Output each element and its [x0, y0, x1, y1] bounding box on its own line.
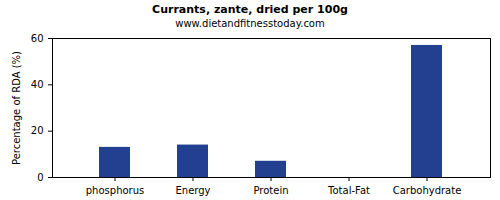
svg-text:60: 60	[31, 33, 44, 44]
svg-text:Protein: Protein	[253, 185, 288, 196]
svg-text:Energy: Energy	[175, 185, 210, 196]
svg-text:20: 20	[31, 125, 44, 136]
svg-text:Total-Fat: Total-Fat	[327, 185, 370, 196]
html-text:www.dietandfitnesstoday.com: www.dietandfitnesstoday.com	[175, 18, 325, 29]
svg-text:0: 0	[37, 172, 43, 183]
svg-text:phosphorus: phosphorus	[86, 185, 144, 196]
svg-text:40: 40	[31, 79, 44, 90]
svg-text:Percentage of RDA (%): Percentage of RDA (%)	[11, 51, 22, 165]
svg-text:Carbohydrate: Carbohydrate	[393, 185, 462, 196]
html-text:Currants, zante, dried per 100: Currants, zante, dried per 100g	[152, 3, 348, 16]
